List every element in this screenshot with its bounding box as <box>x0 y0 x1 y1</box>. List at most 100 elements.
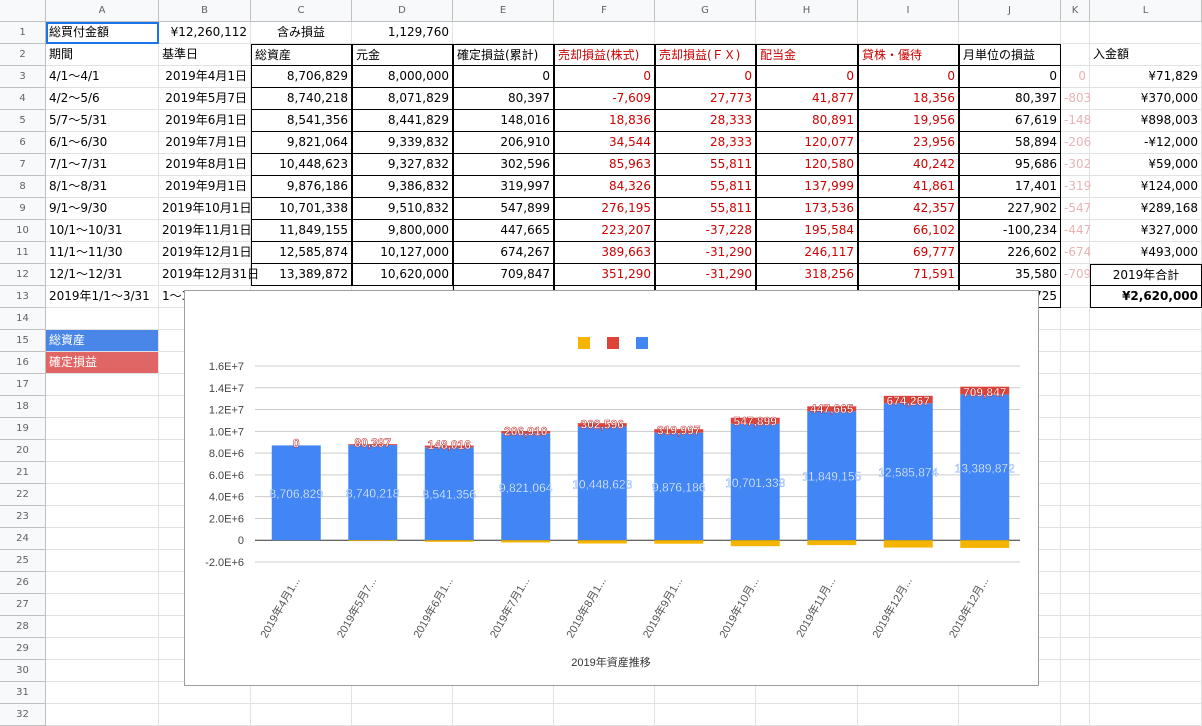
cell[interactable] <box>1061 396 1090 418</box>
cell[interactable] <box>46 396 159 418</box>
cell[interactable] <box>46 616 159 638</box>
cell[interactable] <box>1061 374 1090 396</box>
column-header-c[interactable]: C <box>251 0 352 22</box>
header-fx-pl[interactable]: 売却損益(ＦＸ) <box>655 44 756 66</box>
row-header-15[interactable]: 15 <box>0 330 46 352</box>
cell[interactable] <box>1090 462 1202 484</box>
row-header-27[interactable]: 27 <box>0 594 46 616</box>
data-cell-k[interactable]: -302 <box>1061 154 1091 176</box>
cell[interactable] <box>46 374 159 396</box>
cell[interactable] <box>46 638 159 660</box>
column-header-e[interactable]: E <box>453 0 554 22</box>
row-header-3[interactable]: 3 <box>0 66 46 88</box>
data-cell-c[interactable]: 10,701,338 <box>251 198 352 220</box>
data-cell-d[interactable]: 8,000,000 <box>352 66 453 88</box>
data-cell-e[interactable]: 148,016 <box>453 110 554 132</box>
row-header-11[interactable]: 11 <box>0 242 46 264</box>
cell[interactable] <box>1090 374 1202 396</box>
header-total-assets[interactable]: 総資産 <box>251 44 352 66</box>
row-header-22[interactable]: 22 <box>0 484 46 506</box>
cell[interactable] <box>1090 352 1202 374</box>
cell[interactable] <box>46 550 159 572</box>
data-cell-c[interactable]: 10,448,623 <box>251 154 352 176</box>
data-cell-k[interactable]: -319 <box>1061 176 1091 198</box>
data-cell-i[interactable]: 40,242 <box>858 154 959 176</box>
data-cell-d[interactable]: 9,339,832 <box>352 132 453 154</box>
data-cell-c[interactable]: 9,876,186 <box>251 176 352 198</box>
cell[interactable] <box>46 462 159 484</box>
data-cell-a[interactable]: 8/1～8/31 <box>46 176 159 198</box>
data-cell-f[interactable]: 351,290 <box>554 264 655 286</box>
cell[interactable] <box>1061 704 1090 726</box>
column-header-a[interactable]: A <box>46 0 159 22</box>
cell[interactable] <box>1090 704 1202 726</box>
data-cell-e[interactable]: 547,899 <box>453 198 554 220</box>
data-cell-k[interactable]: -148 <box>1061 110 1091 132</box>
data-cell-a[interactable]: 7/1～7/31 <box>46 154 159 176</box>
column-header-l[interactable]: L <box>1090 0 1202 22</box>
cell[interactable] <box>858 704 959 726</box>
data-cell-l[interactable]: ¥71,829 <box>1090 66 1202 88</box>
data-cell-b[interactable]: 2019年4月1日 <box>159 66 251 88</box>
cell[interactable] <box>1061 506 1090 528</box>
data-cell-i[interactable]: 23,956 <box>858 132 959 154</box>
cell[interactable] <box>554 704 655 726</box>
data-cell-l[interactable]: -¥12,000 <box>1090 132 1202 154</box>
header-realized[interactable]: 確定損益(累計) <box>453 44 554 66</box>
cell[interactable] <box>1061 440 1090 462</box>
data-cell-f[interactable]: 0 <box>554 66 655 88</box>
data-cell-h[interactable]: 137,999 <box>756 176 858 198</box>
sheet-corner[interactable] <box>0 0 46 22</box>
data-cell-e[interactable]: 302,596 <box>453 154 554 176</box>
cell[interactable] <box>46 682 159 704</box>
cell[interactable] <box>756 704 858 726</box>
row-header-17[interactable]: 17 <box>0 374 46 396</box>
data-cell-h[interactable]: 80,891 <box>756 110 858 132</box>
data-cell-f[interactable]: 18,836 <box>554 110 655 132</box>
column-header-g[interactable]: G <box>655 0 756 22</box>
data-cell-e[interactable]: 674,267 <box>453 242 554 264</box>
row-header-8[interactable]: 8 <box>0 176 46 198</box>
data-cell-i[interactable]: 41,861 <box>858 176 959 198</box>
row-header-26[interactable]: 26 <box>0 572 46 594</box>
data-cell-h[interactable]: 120,580 <box>756 154 858 176</box>
data-cell-d[interactable]: 9,800,000 <box>352 220 453 242</box>
cell[interactable] <box>756 22 858 44</box>
data-cell-l[interactable]: ¥289,168 <box>1090 198 1202 220</box>
column-header-b[interactable]: B <box>159 0 251 22</box>
cell[interactable] <box>1090 484 1202 506</box>
data-cell-j[interactable]: 35,580 <box>959 264 1061 286</box>
column-header-h[interactable]: H <box>756 0 858 22</box>
data-cell-g[interactable]: 0 <box>655 66 756 88</box>
header-monthly-pl[interactable]: 月単位の損益 <box>959 44 1061 66</box>
data-cell-j[interactable]: 58,894 <box>959 132 1061 154</box>
data-cell-e[interactable]: 447,665 <box>453 220 554 242</box>
row-header-31[interactable]: 31 <box>0 682 46 704</box>
data-cell-f[interactable]: 85,963 <box>554 154 655 176</box>
data-cell-f[interactable]: 84,326 <box>554 176 655 198</box>
data-cell-j[interactable]: 226,602 <box>959 242 1061 264</box>
data-cell-i[interactable]: 71,591 <box>858 264 959 286</box>
cell[interactable] <box>1090 660 1202 682</box>
cell[interactable] <box>1061 462 1090 484</box>
data-cell-a[interactable]: 6/1～6/30 <box>46 132 159 154</box>
cell[interactable] <box>352 704 453 726</box>
data-cell-e[interactable]: 709,847 <box>453 264 554 286</box>
cell[interactable] <box>1061 682 1090 704</box>
data-cell-l[interactable]: ¥59,000 <box>1090 154 1202 176</box>
data-cell-d[interactable]: 8,441,829 <box>352 110 453 132</box>
data-cell-l[interactable]: ¥124,000 <box>1090 176 1202 198</box>
data-cell-d[interactable]: 9,386,832 <box>352 176 453 198</box>
data-cell-k[interactable]: -206 <box>1061 132 1091 154</box>
data-cell-k[interactable]: -674 <box>1061 242 1091 264</box>
cell[interactable] <box>46 572 159 594</box>
data-cell-h[interactable]: 195,584 <box>756 220 858 242</box>
data-cell-a[interactable]: 12/1～12/31 <box>46 264 159 286</box>
cell[interactable] <box>46 704 159 726</box>
data-cell-i[interactable]: 69,777 <box>858 242 959 264</box>
row-header-20[interactable]: 20 <box>0 440 46 462</box>
cell[interactable] <box>959 704 1061 726</box>
data-cell-e[interactable]: 0 <box>453 66 554 88</box>
cell[interactable] <box>1090 550 1202 572</box>
cell[interactable] <box>1061 594 1090 616</box>
